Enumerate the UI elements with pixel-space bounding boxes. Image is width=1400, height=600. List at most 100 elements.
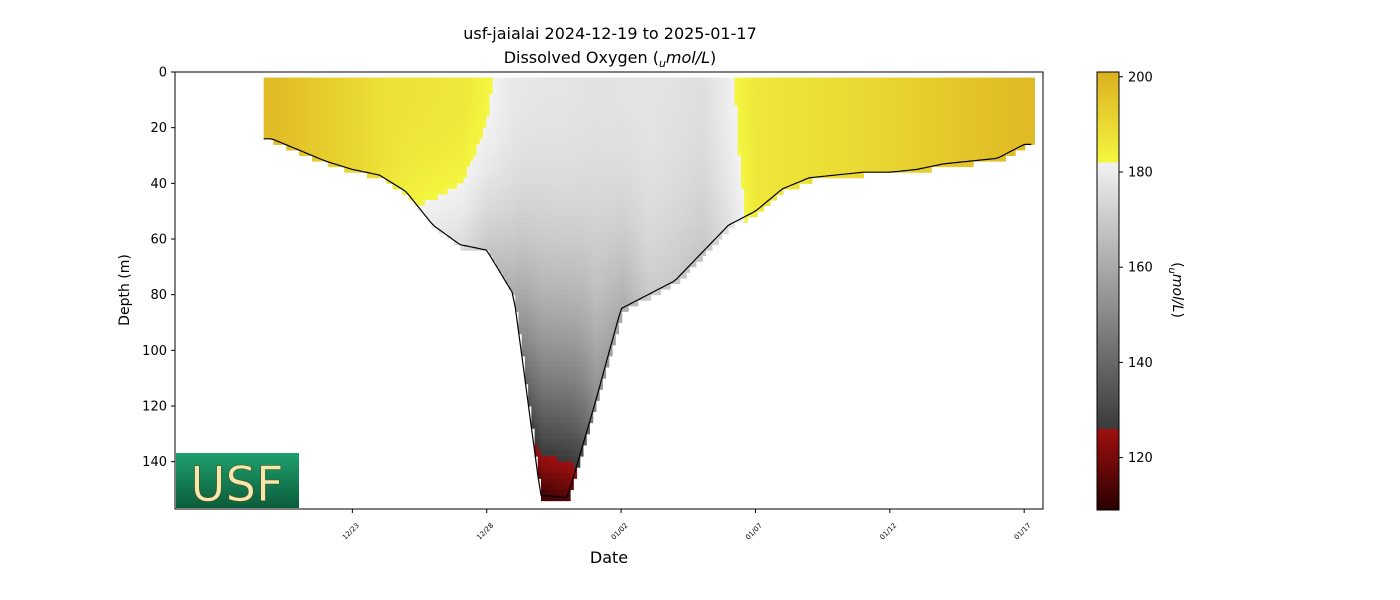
oxygen-cell bbox=[424, 110, 429, 118]
oxygen-cell bbox=[386, 116, 391, 123]
oxygen-cell bbox=[553, 94, 558, 101]
oxygen-cell bbox=[682, 110, 687, 118]
oxygen-cell bbox=[705, 133, 710, 140]
oxygen-cell bbox=[589, 94, 594, 101]
oxygen-cell bbox=[570, 383, 574, 390]
oxygen-cell bbox=[573, 233, 578, 240]
oxygen-cell bbox=[531, 305, 536, 312]
oxygen-cell bbox=[618, 266, 623, 273]
oxygen-cell bbox=[418, 166, 423, 173]
oxygen-cell bbox=[531, 255, 536, 262]
oxygen-cell bbox=[611, 211, 616, 218]
oxygen-cell bbox=[576, 205, 581, 212]
oxygen-cell bbox=[534, 450, 539, 457]
oxygen-cell bbox=[602, 183, 607, 190]
oxygen-cell bbox=[573, 344, 578, 351]
oxygen-cell bbox=[492, 105, 497, 112]
oxygen-cell bbox=[486, 233, 491, 240]
oxygen-cell bbox=[447, 94, 452, 101]
oxygen-cell bbox=[547, 261, 552, 268]
oxygen-cell bbox=[592, 222, 597, 229]
oxygen-cell bbox=[528, 394, 532, 401]
oxygen-cell bbox=[528, 300, 532, 307]
oxygen-cell bbox=[705, 116, 710, 123]
oxygen-cell bbox=[334, 155, 339, 162]
oxygen-cell bbox=[653, 188, 658, 195]
oxygen-cell bbox=[647, 200, 652, 207]
oxygen-cell bbox=[421, 172, 426, 179]
oxygen-cell bbox=[660, 239, 665, 246]
oxygen-cell bbox=[476, 144, 481, 151]
oxygen-cell bbox=[499, 222, 503, 229]
oxygen-cell bbox=[660, 144, 665, 151]
oxygen-cell bbox=[437, 122, 442, 129]
oxygen-cell bbox=[550, 483, 555, 491]
oxygen-cell bbox=[553, 439, 558, 446]
oxygen-cell bbox=[557, 133, 561, 140]
oxygen-cell bbox=[702, 110, 707, 118]
oxygen-cell bbox=[599, 277, 603, 285]
oxygen-cell bbox=[724, 200, 729, 207]
oxygen-cell bbox=[676, 266, 681, 273]
oxygen-cell bbox=[534, 172, 539, 179]
oxygen-cell bbox=[557, 255, 561, 262]
oxygen-cell bbox=[518, 261, 523, 268]
oxygen-cell bbox=[531, 283, 536, 290]
oxygen-cell bbox=[608, 200, 613, 207]
oxygen-cell bbox=[331, 144, 336, 151]
oxygen-cell bbox=[550, 472, 555, 479]
oxygen-cell bbox=[515, 233, 520, 240]
oxygen-cell bbox=[486, 138, 491, 145]
oxygen-cell bbox=[515, 261, 520, 268]
oxygen-cell bbox=[373, 166, 378, 173]
oxygen-cell bbox=[353, 105, 358, 112]
oxygen-cell bbox=[644, 277, 649, 285]
oxygen-cell bbox=[450, 188, 455, 195]
oxygen-cell bbox=[453, 155, 458, 162]
oxygen-cell bbox=[628, 161, 632, 168]
oxygen-cell bbox=[618, 116, 623, 123]
oxygen-cell bbox=[608, 305, 613, 312]
oxygen-cell bbox=[699, 127, 703, 134]
oxygen-cell bbox=[557, 333, 561, 340]
oxygen-cell bbox=[270, 94, 274, 101]
oxygen-cell bbox=[560, 216, 565, 223]
oxygen-cell bbox=[589, 389, 594, 396]
oxygen-cell bbox=[476, 200, 481, 207]
oxygen-cell bbox=[615, 83, 620, 90]
oxygen-cell bbox=[476, 110, 481, 118]
oxygen-cell bbox=[579, 99, 584, 106]
oxygen-cell bbox=[531, 172, 536, 179]
oxygen-cell bbox=[673, 250, 678, 257]
oxygen-cell bbox=[544, 478, 549, 485]
oxygen-cell bbox=[537, 122, 542, 129]
oxygen-cell bbox=[579, 233, 584, 240]
oxygen-cell bbox=[576, 322, 581, 329]
oxygen-cell bbox=[576, 450, 581, 457]
chart-subtitle: Dissolved Oxygen (umol/L) bbox=[300, 48, 920, 70]
oxygen-cell bbox=[673, 99, 678, 106]
oxygen-cell bbox=[553, 161, 558, 168]
oxygen-cell bbox=[553, 289, 558, 296]
oxygen-cell bbox=[570, 439, 574, 446]
oxygen-cell bbox=[299, 144, 303, 151]
oxygen-cell bbox=[692, 161, 697, 168]
oxygen-cell bbox=[586, 339, 590, 346]
oxygen-cell bbox=[531, 300, 536, 307]
oxygen-cell bbox=[457, 116, 461, 123]
oxygen-cell bbox=[692, 94, 697, 101]
oxygen-cell bbox=[395, 105, 400, 112]
oxygen-cell bbox=[515, 300, 520, 307]
oxygen-cell bbox=[576, 110, 581, 118]
oxygen-cell bbox=[415, 149, 420, 157]
oxygen-cell bbox=[602, 77, 607, 84]
oxygen-cell bbox=[705, 161, 710, 168]
oxygen-cell bbox=[415, 155, 420, 162]
oxygen-cell bbox=[628, 133, 632, 140]
oxygen-cell bbox=[599, 188, 603, 195]
oxygen-cell bbox=[676, 149, 681, 157]
oxygen-cell bbox=[547, 277, 552, 285]
oxygen-cell bbox=[479, 222, 484, 229]
oxygen-cell bbox=[324, 138, 329, 145]
oxygen-cell bbox=[544, 439, 549, 446]
